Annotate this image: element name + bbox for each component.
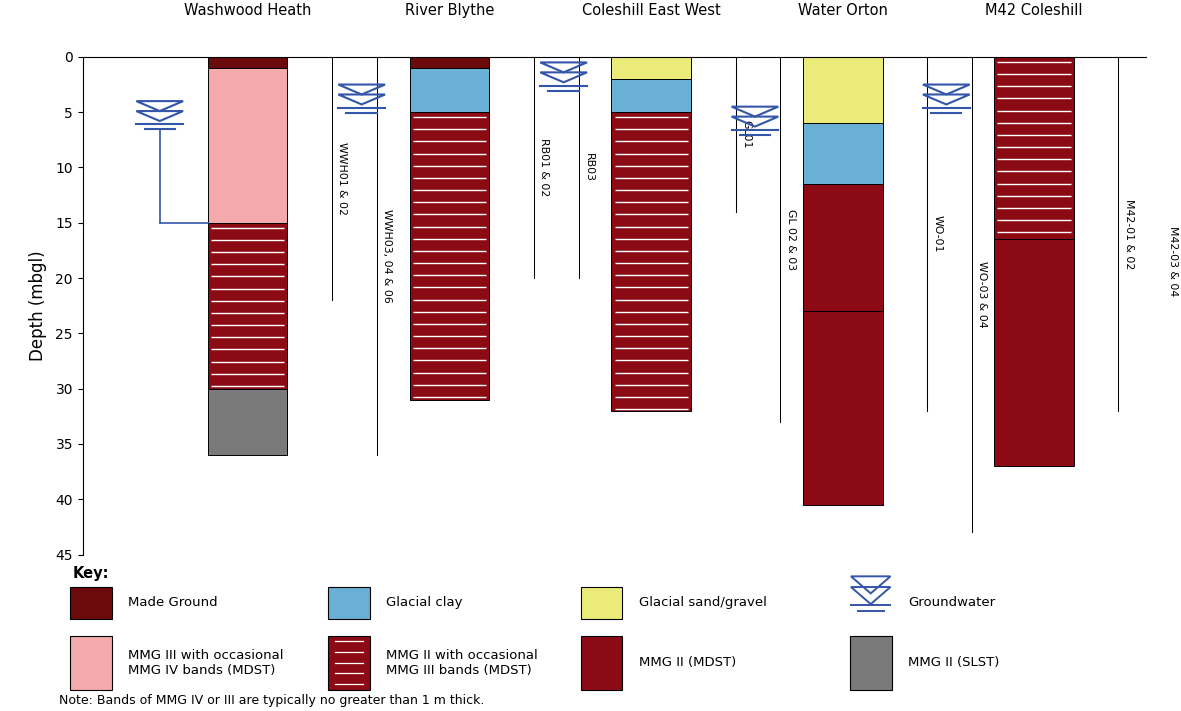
Text: GL01: GL01 (742, 120, 751, 149)
Text: RB03: RB03 (583, 153, 594, 182)
Text: Washwood Heath: Washwood Heath (184, 3, 311, 18)
Bar (208, 68, 287, 223)
Bar (208, 57, 287, 68)
Bar (410, 112, 489, 400)
Text: Made Ground: Made Ground (129, 597, 217, 609)
Text: Coleshill East West: Coleshill East West (582, 3, 720, 18)
Text: Glacial clay: Glacial clay (386, 597, 463, 609)
Text: WWH03, 04 & 06: WWH03, 04 & 06 (381, 209, 392, 303)
Text: MMG II (MDST): MMG II (MDST) (639, 656, 736, 669)
Text: Key:: Key: (72, 566, 109, 581)
Y-axis label: Depth (mbgl): Depth (mbgl) (30, 250, 47, 361)
Bar (803, 57, 882, 123)
Bar (994, 57, 1074, 240)
Bar (803, 311, 882, 505)
Text: GL 02 & 03: GL 02 & 03 (785, 209, 796, 270)
Bar (410, 68, 489, 112)
Text: Note: Bands of MMG IV or III are typically no greater than 1 m thick.: Note: Bands of MMG IV or III are typical… (59, 695, 484, 707)
Text: WWH01 & 02: WWH01 & 02 (338, 142, 347, 215)
Bar (581, 587, 622, 619)
Text: M42-03 & 04: M42-03 & 04 (1168, 226, 1179, 296)
Bar (70, 587, 112, 619)
Bar (803, 184, 882, 311)
Bar (850, 636, 892, 690)
Bar (581, 636, 622, 690)
Text: MMG II with occasional
MMG III bands (MDST): MMG II with occasional MMG III bands (MD… (386, 648, 539, 677)
Bar (410, 57, 489, 68)
Text: WO-03 & 04: WO-03 & 04 (977, 262, 987, 328)
Text: River Blythe: River Blythe (405, 3, 494, 18)
Bar (208, 389, 287, 455)
Bar (994, 240, 1074, 466)
Bar (328, 636, 370, 690)
Bar (70, 636, 112, 690)
Bar (208, 223, 287, 389)
Bar (328, 587, 370, 619)
Text: M42 Coleshill: M42 Coleshill (985, 3, 1083, 18)
Bar (612, 57, 691, 79)
Text: Groundwater: Groundwater (908, 597, 996, 609)
Bar (612, 79, 691, 112)
Text: MMG II (SLST): MMG II (SLST) (908, 656, 999, 669)
Text: RB01 & 02: RB01 & 02 (540, 139, 549, 197)
Bar (612, 112, 691, 411)
Text: WO-01: WO-01 (933, 215, 942, 252)
Text: Water Orton: Water Orton (797, 3, 888, 18)
Text: MMG III with occasional
MMG IV bands (MDST): MMG III with occasional MMG IV bands (MD… (129, 648, 283, 677)
Bar (803, 123, 882, 184)
Text: Glacial sand/gravel: Glacial sand/gravel (639, 597, 766, 609)
Text: M42-01 & 02: M42-01 & 02 (1124, 198, 1134, 269)
